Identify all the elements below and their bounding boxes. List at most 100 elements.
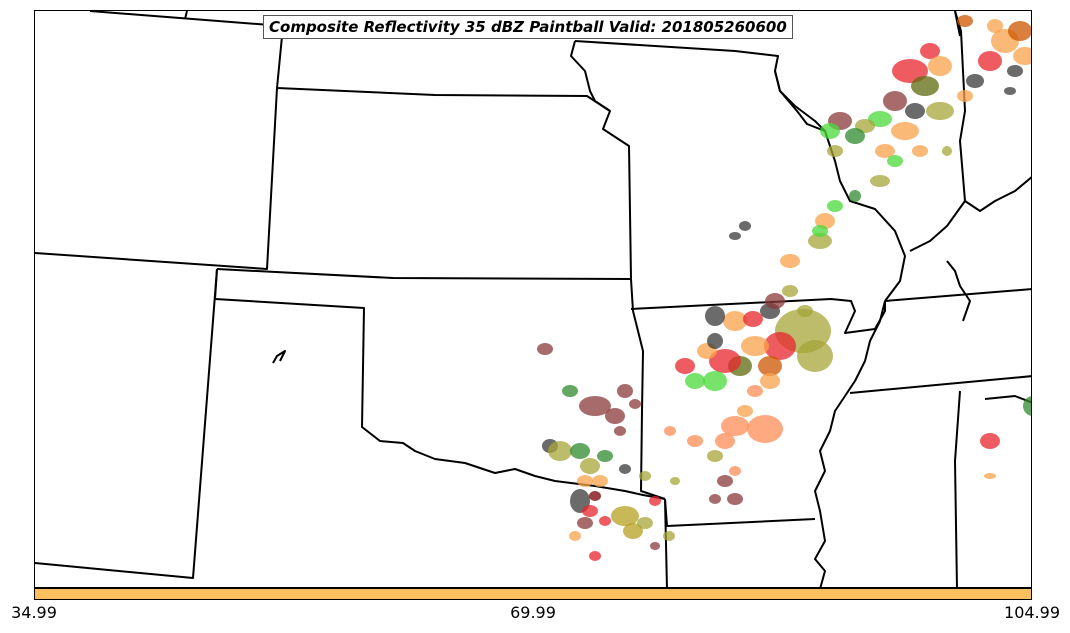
reflectivity-blob <box>926 102 954 120</box>
reflectivity-blob <box>687 435 703 447</box>
reflectivity-blob <box>849 190 861 202</box>
reflectivity-blob <box>812 225 828 237</box>
reflectivity-blob <box>650 542 660 550</box>
reflectivity-blob <box>737 405 753 417</box>
reflectivity-blob <box>670 477 680 485</box>
state-border-line <box>884 288 1031 302</box>
state-border-line <box>909 11 966 252</box>
map-title: Composite Reflectivity 35 dBZ Paintball … <box>263 15 793 39</box>
reflectivity-blob <box>765 293 785 309</box>
reflectivity-blob <box>827 145 843 157</box>
reflectivity-blob <box>797 305 813 317</box>
reflectivity-blob <box>782 285 798 297</box>
reflectivity-blob <box>685 373 705 389</box>
reflectivity-blob <box>577 517 593 529</box>
reflectivity-blob <box>741 336 769 356</box>
reflectivity-blob <box>760 373 780 389</box>
reflectivity-blob <box>966 74 984 88</box>
state-border-line <box>954 11 961 37</box>
reflectivity-blob <box>978 51 1002 71</box>
reflectivity-blob <box>764 332 796 360</box>
reflectivity-blob <box>664 426 676 436</box>
state-border-line <box>574 40 826 132</box>
state-border-line <box>570 40 611 112</box>
reflectivity-blob <box>875 144 895 158</box>
reflectivity-blob <box>721 416 749 436</box>
reflectivity-blob <box>579 396 611 416</box>
state-border-line <box>946 260 971 322</box>
reflectivity-blob <box>727 493 743 505</box>
reflectivity-blob <box>870 175 890 187</box>
reflectivity-blob <box>637 517 653 529</box>
reflectivity-blob <box>723 311 747 331</box>
reflectivity-blob <box>797 340 833 372</box>
reflectivity-blob <box>758 356 782 376</box>
reflectivity-blob <box>1023 396 1031 416</box>
reflectivity-blob <box>743 311 763 327</box>
state-border-line <box>954 390 961 587</box>
reflectivity-blob <box>942 146 952 156</box>
reflectivity-blob <box>928 56 952 76</box>
state-border-line <box>184 11 188 20</box>
reflectivity-blob <box>599 516 611 526</box>
state-border-line <box>89 11 632 280</box>
reflectivity-blob <box>747 385 763 397</box>
state-border-line <box>35 268 218 579</box>
state-border-line <box>849 375 1031 394</box>
reflectivity-blob <box>589 551 601 561</box>
reflectivity-blob <box>1007 65 1023 77</box>
reflectivity-blob <box>715 433 735 449</box>
reflectivity-blob <box>1008 21 1031 41</box>
state-borders <box>35 11 1031 587</box>
reflectivity-blob <box>987 19 1003 33</box>
reflectivity-blob <box>605 408 625 424</box>
reflectivity-blob <box>729 466 741 476</box>
reflectivity-blob <box>619 464 631 474</box>
reflectivity-blob <box>980 433 1000 449</box>
reflectivity-blob <box>717 475 733 487</box>
reflectivity-blob <box>911 76 939 96</box>
state-border-line <box>814 300 886 587</box>
reflectivity-blob <box>920 43 940 59</box>
map-frame <box>34 10 1032 588</box>
reflectivity-blob <box>747 415 783 443</box>
reflectivity-blob <box>709 349 741 373</box>
reflectivity-blob <box>580 458 600 474</box>
reflectivity-blob <box>984 473 996 479</box>
reflectivity-blob <box>739 221 751 231</box>
reflectivity-blob <box>537 343 553 355</box>
reflectivity-blob <box>663 531 675 541</box>
reflectivity-blob <box>611 506 639 526</box>
reflectivity-blob <box>548 441 572 461</box>
reflectivity-blob <box>808 233 832 249</box>
reflectivity-blob <box>905 103 925 119</box>
reflectivity-blob <box>912 145 928 157</box>
reflectivity-blob <box>1013 47 1031 65</box>
reflectivity-blob <box>675 358 695 374</box>
colorbar-tick-max: 104.99 <box>1004 603 1060 622</box>
reflectivity-blob <box>780 254 800 268</box>
reflectivity-blob <box>707 450 723 462</box>
colorbar-tick-mid: 69.99 <box>510 603 556 622</box>
state-border-line <box>216 268 632 280</box>
reflectivity-blob <box>597 450 613 462</box>
reflectivity-blob <box>614 426 626 436</box>
reflectivity-blob <box>629 399 641 409</box>
state-border-line <box>35 87 278 270</box>
colorbar <box>34 588 1032 600</box>
reflectivity-blob <box>569 531 581 541</box>
reflectivity-blob <box>582 505 598 517</box>
reflectivity-blob <box>592 475 608 487</box>
colorbar-tick-min: 34.99 <box>11 603 57 622</box>
reflectivity-blob <box>577 475 593 487</box>
state-border-line <box>630 278 666 500</box>
reflectivity-blob <box>617 384 633 398</box>
reflectivity-blobs <box>537 15 1031 561</box>
reflectivity-blob <box>570 443 590 459</box>
reflectivity-blob <box>623 523 643 539</box>
reflectivity-blob <box>820 123 840 139</box>
reflectivity-blob <box>707 333 723 349</box>
reflectivity-blob <box>639 471 651 481</box>
reflectivity-blob <box>562 385 578 397</box>
reflectivity-blob <box>589 491 601 501</box>
